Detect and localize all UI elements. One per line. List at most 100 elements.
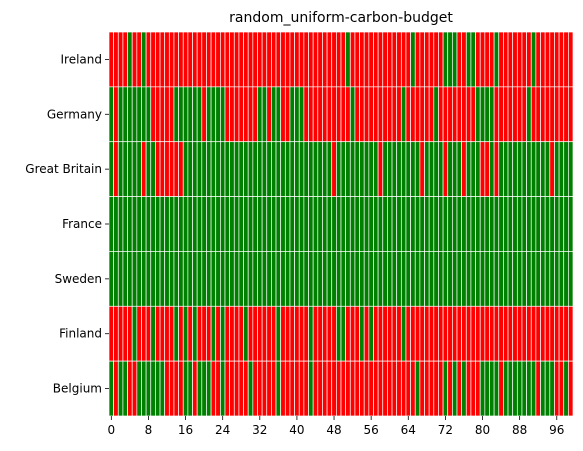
heatmap-cell xyxy=(452,196,458,252)
heatmap-cell xyxy=(503,141,509,197)
heatmap-cell xyxy=(447,251,453,307)
heatmap-cell xyxy=(317,141,323,197)
heatmap-cell xyxy=(391,141,398,197)
heatmap-cell xyxy=(210,141,217,197)
heatmap-cell xyxy=(326,86,333,143)
heatmap-cell xyxy=(145,360,152,417)
heatmap-cell xyxy=(261,305,268,362)
heatmap-cell xyxy=(252,141,258,197)
heatmap-cell xyxy=(373,196,379,252)
heatmap-cell xyxy=(387,31,393,88)
heatmap-cell xyxy=(470,305,476,362)
heatmap-cell xyxy=(284,305,291,362)
heatmap-cell xyxy=(238,251,244,307)
heatmap-cell xyxy=(201,86,207,143)
heatmap-cell xyxy=(433,360,439,417)
heatmap-cell xyxy=(428,141,435,197)
x-tick-label: 8 xyxy=(145,423,153,437)
heatmap-cell xyxy=(289,251,295,307)
heatmap-cell xyxy=(558,305,565,362)
heatmap-cell xyxy=(289,305,295,362)
heatmap-cell xyxy=(127,360,133,417)
heatmap-cell xyxy=(182,360,189,417)
heatmap-cell xyxy=(201,141,207,197)
heatmap-cell xyxy=(484,196,490,252)
heatmap-cell xyxy=(317,305,323,362)
heatmap-cell xyxy=(456,86,462,143)
heatmap-cell xyxy=(178,196,184,252)
heatmap-cell xyxy=(507,31,514,88)
heatmap-cell xyxy=(312,86,319,143)
heatmap-cell xyxy=(563,141,569,197)
heatmap-cell xyxy=(275,86,282,143)
heatmap-cell xyxy=(503,305,509,362)
heatmap-cell xyxy=(438,305,444,362)
heatmap-cell xyxy=(266,360,272,417)
heatmap-cell xyxy=(298,196,305,252)
heatmap-cell xyxy=(141,196,147,252)
heatmap-cell xyxy=(363,141,370,197)
heatmap-cell xyxy=(345,251,351,307)
heatmap-cell xyxy=(206,360,212,417)
heatmap-cell xyxy=(484,141,490,197)
heatmap-cell xyxy=(465,196,472,252)
heatmap-cell xyxy=(470,86,476,143)
heatmap-cell xyxy=(229,31,235,88)
heatmap-cell xyxy=(164,251,170,307)
heatmap-cell xyxy=(521,86,527,143)
heatmap-cell xyxy=(220,305,226,362)
heatmap-cell xyxy=(257,305,263,362)
heatmap-cell xyxy=(201,305,207,362)
heatmap-cell xyxy=(336,305,342,362)
heatmap-cell xyxy=(192,141,198,197)
heatmap-cell xyxy=(280,360,286,417)
heatmap-cell xyxy=(336,196,342,252)
heatmap-cell xyxy=(252,251,258,307)
heatmap-cell xyxy=(438,86,444,143)
heatmap-cell xyxy=(275,31,282,88)
heatmap-cell xyxy=(521,251,527,307)
heatmap-cell xyxy=(108,251,114,307)
heatmap-cell xyxy=(122,251,128,307)
heatmap-cell xyxy=(247,251,254,307)
heatmap-cell xyxy=(136,196,142,252)
heatmap-cell xyxy=(512,141,518,197)
heatmap-cell xyxy=(336,31,342,88)
heatmap-cell xyxy=(294,86,300,143)
heatmap-cell xyxy=(530,86,537,143)
heatmap-cell xyxy=(503,86,509,143)
heatmap-cell xyxy=(558,360,565,417)
heatmap-cell xyxy=(568,86,574,143)
heatmap-cell xyxy=(456,141,462,197)
heatmap-cell xyxy=(475,31,481,88)
heatmap-cell xyxy=(201,360,207,417)
heatmap-cell xyxy=(326,305,333,362)
heatmap-cell xyxy=(326,141,333,197)
heatmap-cell xyxy=(540,360,546,417)
heatmap-cell xyxy=(373,141,379,197)
heatmap-cell xyxy=(396,305,402,362)
heatmap-cell xyxy=(271,196,277,252)
heatmap-cell xyxy=(284,360,291,417)
heatmap-cell xyxy=(220,360,226,417)
heatmap-cell xyxy=(131,360,138,417)
heatmap-cell xyxy=(363,251,370,307)
heatmap-cell xyxy=(215,141,221,197)
heatmap-cell xyxy=(155,305,161,362)
heatmap-cell xyxy=(377,141,384,197)
heatmap-cell xyxy=(289,86,295,143)
heatmap-cell xyxy=(298,251,305,307)
heatmap-cell xyxy=(210,360,217,417)
heatmap-cell xyxy=(540,31,546,88)
heatmap-cell xyxy=(456,251,462,307)
heatmap-cell xyxy=(284,141,291,197)
heatmap-cell xyxy=(266,196,272,252)
heatmap-cell xyxy=(433,251,439,307)
heatmap-cell xyxy=(452,360,458,417)
x-tick-label: 48 xyxy=(326,423,341,437)
heatmap-cell xyxy=(419,86,425,143)
heatmap-cell xyxy=(113,360,119,417)
heatmap-cell xyxy=(456,360,462,417)
heatmap-cell xyxy=(354,305,360,362)
heatmap-cell xyxy=(336,86,342,143)
